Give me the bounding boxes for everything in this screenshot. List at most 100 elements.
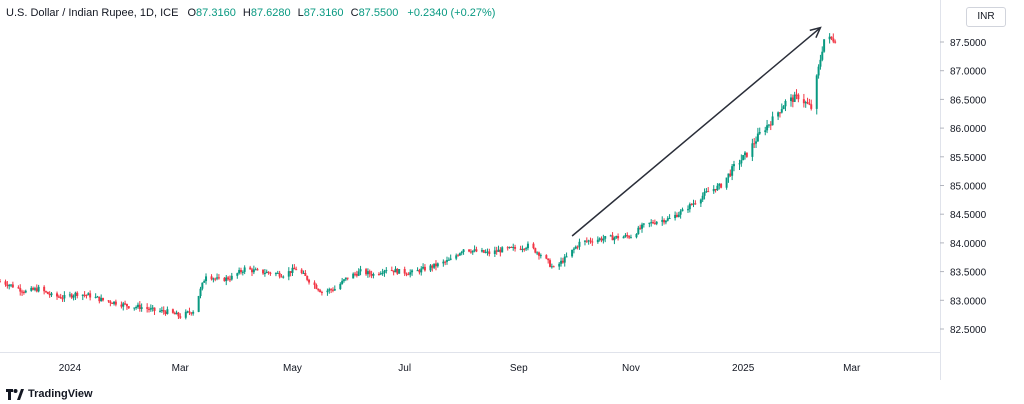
- candle-body: [409, 272, 412, 275]
- candle-body: [138, 304, 141, 309]
- candle-body: [33, 288, 36, 290]
- candle-body: [228, 279, 231, 281]
- candle-body: [214, 278, 217, 280]
- candle-body: [549, 260, 552, 267]
- candle-body: [135, 307, 138, 309]
- candle-body: [379, 273, 382, 275]
- candle-body: [512, 247, 515, 249]
- candle-body: [482, 250, 485, 253]
- candle-body: [175, 312, 178, 315]
- candle-body: [804, 102, 807, 104]
- change-value: +0.2340 (+0.27%): [407, 7, 496, 19]
- candle-body: [127, 306, 130, 309]
- candle-body: [714, 188, 717, 191]
- candle-body: [282, 276, 285, 278]
- candle-body: [102, 297, 105, 301]
- candle-body: [462, 249, 465, 252]
- candle-body: [319, 290, 322, 293]
- candle-body: [447, 259, 450, 261]
- candle-body: [70, 294, 73, 298]
- candle-body: [609, 235, 612, 237]
- candle-body: [68, 294, 71, 296]
- candle-body: [151, 307, 154, 309]
- candle-body: [122, 303, 125, 307]
- candle-body: [488, 251, 491, 254]
- candle-body: [576, 246, 579, 248]
- candle-body: [230, 275, 233, 280]
- candle-body: [344, 277, 347, 280]
- candle-body: [560, 260, 563, 264]
- y-tick-label: 86.5000: [950, 95, 987, 106]
- candle-body: [615, 236, 618, 238]
- y-tick-label: 82.5000: [950, 325, 987, 336]
- candle-body: [475, 249, 478, 252]
- candle-body: [493, 250, 496, 254]
- candle-body: [326, 290, 329, 293]
- candle-body: [561, 260, 564, 263]
- candle-body: [331, 289, 334, 291]
- candle-body: [655, 221, 658, 224]
- candle-body: [506, 247, 509, 249]
- candle-body: [390, 270, 393, 272]
- candle-body: [677, 214, 680, 217]
- candle-body: [766, 125, 769, 131]
- candle-body: [184, 311, 187, 318]
- candle-body: [396, 268, 399, 274]
- candle-body: [806, 102, 809, 104]
- candle-body: [740, 160, 743, 164]
- chart-header: U.S. Dollar / Indian Rupee, 1D, ICE O87.…: [6, 7, 495, 19]
- candle-body: [802, 99, 805, 104]
- candle-body: [328, 289, 331, 291]
- open-label: O: [187, 7, 197, 19]
- candle-body: [160, 309, 163, 311]
- candle-body: [346, 277, 349, 279]
- candle-body: [317, 288, 320, 291]
- candle-body: [216, 277, 219, 279]
- candle-body: [96, 296, 99, 298]
- candle-body: [166, 309, 169, 314]
- candle-body: [674, 214, 677, 219]
- candle-body: [385, 270, 388, 272]
- candle-body: [758, 132, 761, 134]
- candle-body: [523, 248, 526, 250]
- low-label: L: [297, 7, 304, 19]
- candle-body: [225, 277, 228, 282]
- y-tick-label: 85.0000: [950, 182, 987, 193]
- candle-body: [420, 268, 423, 273]
- candle-body: [164, 311, 167, 314]
- candle-body: [377, 274, 380, 276]
- candle-body: [267, 271, 270, 273]
- currency-button[interactable]: INR: [966, 7, 1006, 27]
- candle-body: [35, 288, 38, 292]
- candle-body: [539, 255, 542, 257]
- candle-body: [808, 103, 811, 105]
- candle-body: [598, 238, 601, 240]
- candle-body: [471, 250, 474, 253]
- candle-body: [252, 269, 255, 273]
- candle-body: [558, 263, 561, 267]
- candle-body: [663, 220, 666, 223]
- candle-body: [159, 310, 162, 312]
- candle-body: [94, 296, 97, 298]
- candle-body: [43, 286, 46, 292]
- candle-body: [140, 307, 143, 309]
- candle-body: [648, 222, 651, 224]
- candle-body: [444, 261, 447, 263]
- candle-body: [720, 183, 723, 188]
- candle-body: [153, 307, 156, 311]
- candle-body: [50, 293, 53, 296]
- candle-body: [355, 274, 358, 276]
- candle-body: [821, 51, 824, 60]
- candle-body: [308, 279, 311, 283]
- candle-body: [59, 296, 62, 299]
- candle-body: [422, 266, 425, 269]
- y-tick-label: 85.5000: [950, 153, 987, 164]
- candle-body: [173, 312, 176, 315]
- candle-body: [263, 273, 266, 275]
- candle-body: [342, 279, 345, 281]
- candle-body: [473, 249, 476, 251]
- candle-body: [177, 312, 180, 317]
- candle-body: [381, 272, 384, 274]
- candle-body: [729, 173, 732, 176]
